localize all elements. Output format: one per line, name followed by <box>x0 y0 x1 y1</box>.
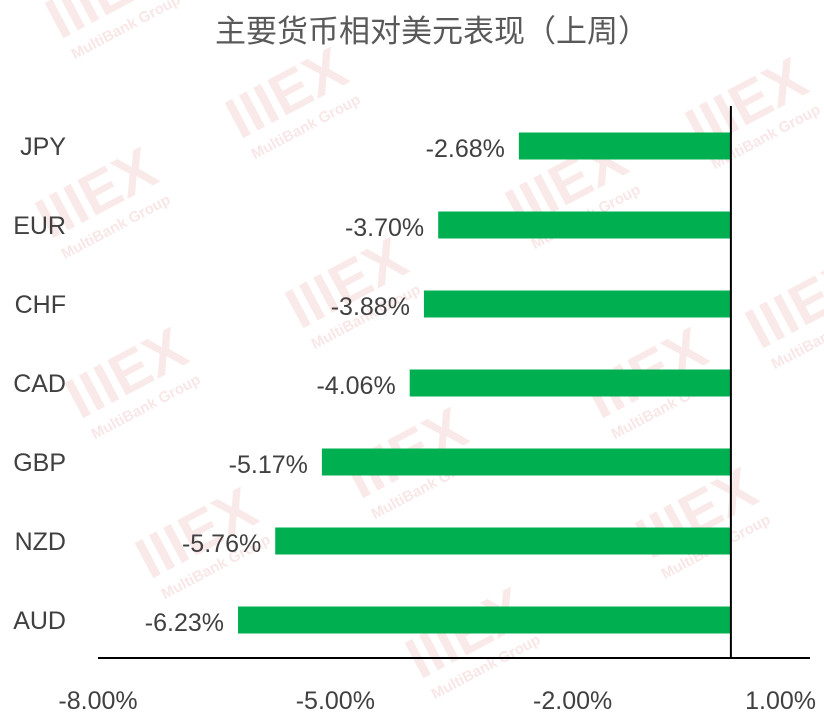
value-label-eur: -3.70% <box>345 214 424 242</box>
x-tick-label: -2.00% <box>533 687 612 715</box>
category-label-nzd: NZD <box>15 528 66 556</box>
bar-jpy <box>518 132 731 160</box>
bars-group <box>238 132 731 634</box>
value-label-chf: -3.88% <box>331 293 410 321</box>
value-label-nzd: -5.76% <box>182 530 261 558</box>
bar-nzd <box>275 527 731 555</box>
bar-chf <box>423 290 731 318</box>
bar-aud <box>238 606 731 634</box>
value-labels: -2.68% -3.70% -3.88% -4.06% -5.17% -5.76% -6.2… <box>145 135 505 637</box>
x-tick-labels: -8.00% -5.00% -2.00% 1.00% <box>58 687 816 715</box>
value-label-jpy: -2.68% <box>426 135 505 163</box>
bar-gbp <box>321 448 731 476</box>
bar-cad <box>409 369 731 397</box>
x-tick-label: 1.00% <box>745 687 816 715</box>
x-tick-label: -5.00% <box>296 687 375 715</box>
value-label-gbp: -5.17% <box>229 451 308 479</box>
x-tick-label: -8.00% <box>58 687 137 715</box>
value-label-aud: -6.23% <box>145 609 224 637</box>
category-label-cad: CAD <box>13 370 66 398</box>
category-label-gbp: GBP <box>13 449 66 477</box>
bar-eur <box>438 211 731 239</box>
category-labels: JPY EUR CHF CAD GBP NZD AUD <box>13 133 66 635</box>
category-label-jpy: JPY <box>20 133 66 161</box>
category-label-aud: AUD <box>13 607 66 635</box>
category-label-eur: EUR <box>13 212 66 240</box>
value-label-cad: -4.06% <box>316 372 395 400</box>
chart-title: 主要货币相对美元表现（上周） <box>215 14 649 50</box>
category-label-chf: CHF <box>15 291 66 319</box>
